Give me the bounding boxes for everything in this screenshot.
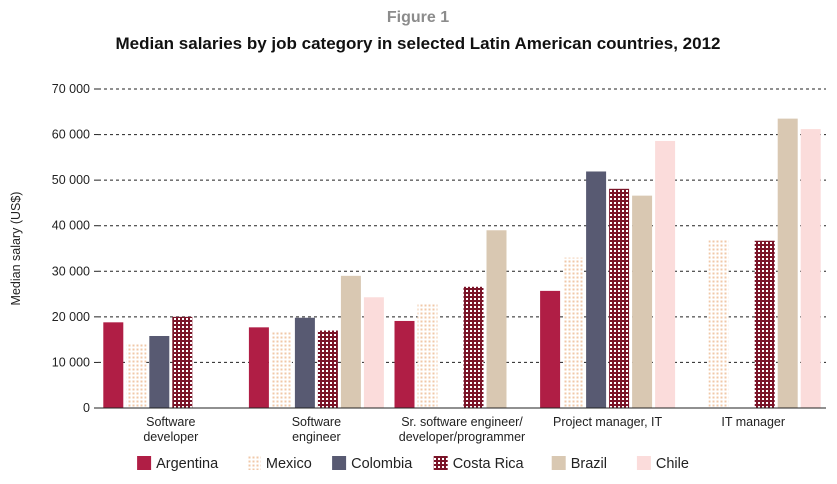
legend-swatch: [551, 456, 566, 470]
legend-item-colombia: Colombia: [332, 456, 413, 472]
bar-colombia: [149, 335, 170, 408]
legend-swatch: [332, 456, 347, 470]
bar-mexico: [417, 304, 438, 408]
category-label: Project manager, IT: [553, 415, 662, 429]
y-tick-label: 70 000: [52, 82, 90, 96]
category-label: Software developer: [143, 415, 198, 444]
bar-chile: [363, 297, 384, 408]
bar-argentina: [540, 290, 561, 408]
bar-costa-rica: [609, 188, 630, 408]
bar-chile: [655, 140, 676, 409]
bar-mexico: [126, 342, 147, 408]
legend-label: Argentina: [156, 456, 219, 472]
bar-colombia: [586, 171, 607, 408]
chart-title: Median salaries by job category in selec…: [116, 34, 721, 53]
y-axis-label: Median salary (US$): [9, 192, 23, 306]
legend-swatch: [433, 456, 448, 470]
legend-swatch: [246, 456, 261, 470]
legend-swatch: [137, 456, 152, 470]
category-label: Sr. software engineer/developer/programm…: [399, 415, 525, 444]
y-tick-label: 0: [83, 401, 90, 415]
bar-costa-rica: [463, 286, 484, 408]
y-tick-label: 20 000: [52, 310, 90, 324]
legend-label: Colombia: [351, 456, 413, 472]
bar-argentina: [248, 327, 269, 408]
bar-costa-rica: [754, 240, 775, 408]
legend-item-mexico: Mexico: [246, 456, 312, 472]
bar-chile: [800, 129, 821, 409]
category-label: Software engineer: [292, 415, 341, 444]
legend-item-chile: Chile: [636, 456, 689, 472]
legend-label: Chile: [656, 456, 689, 472]
bar-brazil: [340, 275, 361, 408]
legend-label: Brazil: [571, 456, 607, 472]
y-tick-label: 10 000: [52, 355, 90, 369]
y-tick-label: 60 000: [52, 128, 90, 142]
legend-label: Costa Rica: [453, 456, 525, 472]
bar-argentina: [103, 322, 124, 408]
legend: Argentina Mexico Colombia Costa Rica Brazil C…: [137, 456, 689, 472]
category-label: IT manager: [721, 415, 785, 429]
bar-colombia: [294, 317, 315, 408]
bars: [103, 118, 821, 409]
figure-label: Figure 1: [387, 9, 449, 26]
y-tick-label: 50 000: [52, 173, 90, 187]
gridlines: [98, 88, 826, 363]
legend-swatch: [636, 456, 651, 470]
legend-item-argentina: Argentina: [137, 456, 219, 472]
bar-costa-rica: [172, 316, 193, 408]
y-tick-label: 40 000: [52, 219, 90, 233]
bar-brazil: [632, 195, 653, 408]
y-axis-ticks: 0 10 000 20 000 30 000 40 000 50 000 60 000 70 …: [52, 82, 98, 415]
bar-argentina: [394, 320, 415, 408]
bar-costa-rica: [317, 330, 338, 408]
bar-mexico: [563, 257, 584, 408]
category-labels: Software developer Software engineer Sr. sof…: [143, 415, 785, 444]
bar-brazil: [486, 230, 507, 408]
legend-item-brazil: Brazil: [551, 456, 607, 472]
legend-item-costa-rica: Costa Rica: [433, 456, 525, 472]
y-tick-label: 30 000: [52, 264, 90, 278]
legend-label: Mexico: [266, 456, 312, 472]
bar-brazil: [777, 118, 798, 408]
bar-mexico: [708, 239, 729, 408]
bar-mexico: [271, 331, 292, 408]
